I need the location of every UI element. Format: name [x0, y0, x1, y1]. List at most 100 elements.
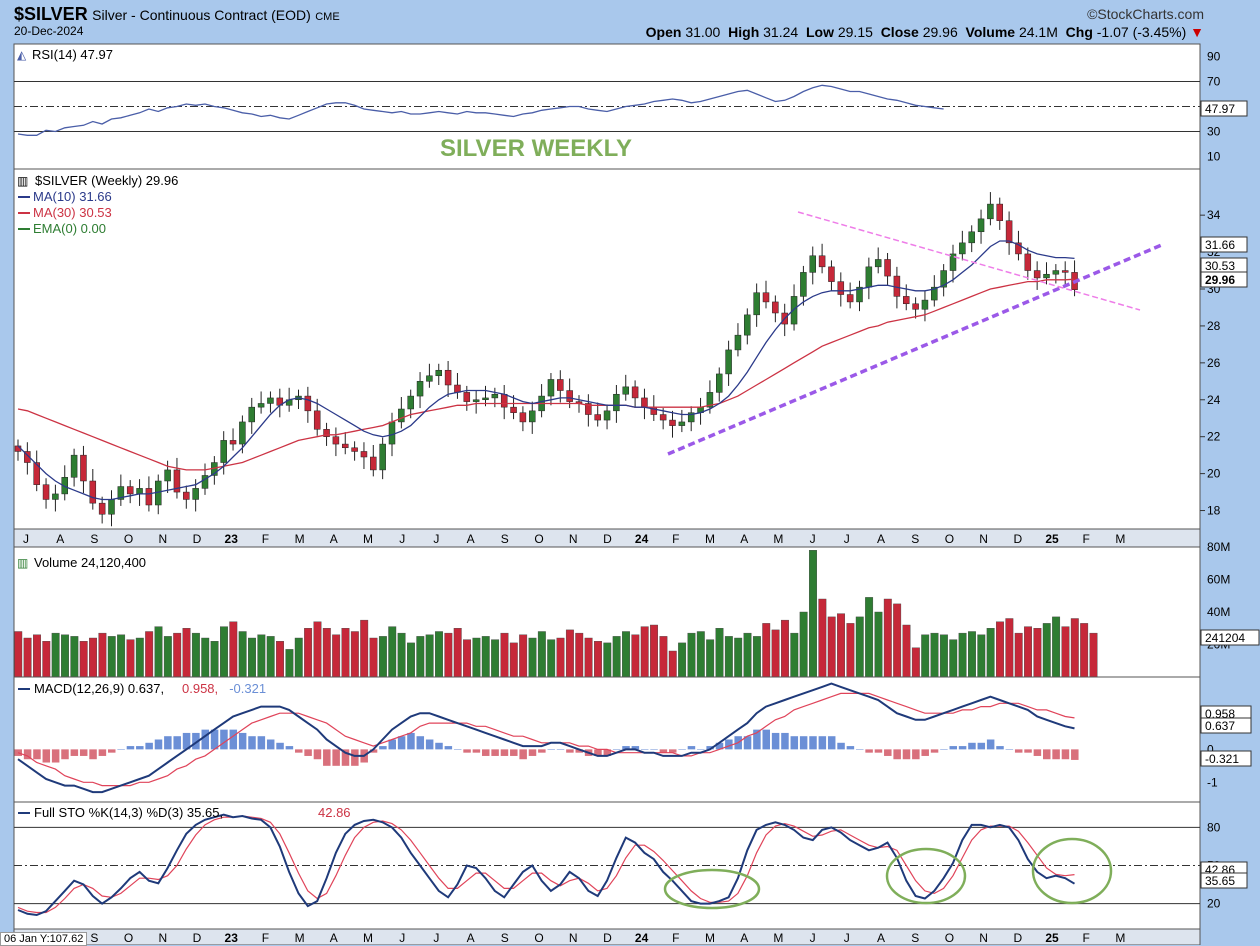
close-label: Close	[880, 24, 919, 40]
candle-up	[949, 253, 957, 271]
x-tick-label: A	[740, 532, 748, 546]
macd-value-box	[1200, 750, 1252, 767]
x-tick-label: O	[534, 532, 543, 546]
candle-down	[566, 390, 573, 402]
low-value: 29.15	[837, 24, 873, 40]
volume-bar	[472, 637, 481, 678]
sto-legend-entry: Full STO %K(14,3) %D(3) 35.65,	[34, 805, 223, 820]
candle-up	[529, 410, 536, 423]
macd-histogram-bar	[238, 732, 247, 750]
macd-histogram-bar	[790, 736, 799, 750]
volume-bar	[715, 628, 724, 678]
volume-bar	[126, 639, 135, 678]
volume-bar	[706, 639, 715, 678]
macd-histogram-bar	[444, 746, 453, 750]
x-tick-label-bottom: O	[945, 931, 954, 945]
macd-histogram-bar	[42, 749, 51, 763]
volume-bar	[407, 642, 415, 678]
candle-down	[98, 502, 106, 515]
candle-up	[192, 488, 199, 500]
macd-histogram-bar	[771, 732, 780, 750]
macd-histogram-bar	[594, 749, 602, 756]
x-tick-label-bottom: J	[433, 931, 439, 945]
macd-legend-entry: 0.958,	[182, 681, 218, 696]
volume-bar	[678, 642, 687, 678]
macd-histogram-bar	[98, 749, 107, 756]
x-tick-label: J	[23, 532, 29, 546]
macd-histogram-bar	[659, 749, 668, 753]
macd-histogram-bar	[117, 749, 125, 750]
macd-histogram-bar	[538, 749, 546, 753]
volume-bar	[930, 632, 939, 678]
x-tick-label-bottom: D	[1013, 931, 1022, 945]
macd-histogram-bar	[781, 732, 789, 750]
candle-down	[313, 410, 321, 430]
brand-watermark[interactable]: ©StockCharts.com	[1087, 6, 1204, 22]
macd-histogram-bar	[519, 749, 527, 760]
sto-value-label: 35.65	[1205, 874, 1235, 888]
volume-bar	[1042, 623, 1051, 678]
volume-bar	[687, 632, 696, 678]
candle-up	[706, 392, 714, 408]
volume-bar	[1061, 626, 1070, 678]
macd-tick-label: 0	[1207, 742, 1214, 756]
volume-bar	[631, 634, 640, 678]
candle-down	[1015, 242, 1022, 255]
highlight-circle	[1031, 837, 1113, 905]
volume-bar	[509, 642, 518, 678]
volume-bar	[79, 641, 88, 678]
candle-down	[837, 281, 845, 295]
macd-histogram-bar	[435, 742, 443, 750]
price-value-label: 29.96	[1205, 273, 1235, 287]
macd-histogram-bar	[566, 749, 574, 753]
x-tick-label: N	[979, 532, 988, 546]
candle-down	[444, 369, 452, 386]
macd-histogram-bar	[248, 736, 256, 750]
volume-bar	[837, 613, 845, 678]
chart-annotation: SILVER WEEKLY	[440, 135, 632, 162]
price-legend-entry: EMA(0) 0.00	[33, 221, 106, 236]
macd-histogram-bar	[1043, 749, 1051, 760]
volume-bar	[210, 641, 219, 678]
volume-bar	[734, 637, 743, 678]
volume-bar	[752, 636, 761, 678]
x-tick-label: J	[810, 532, 816, 546]
macd-histogram-bar	[182, 732, 191, 750]
volume-bar	[61, 634, 69, 678]
x-tick-label-bottom: 23	[225, 931, 239, 945]
x-tick-label-bottom: O	[534, 931, 543, 945]
volume-bar	[1052, 616, 1061, 678]
macd-histogram-bar	[61, 749, 69, 760]
x-tick-label: M	[705, 532, 715, 546]
volume-bar	[537, 631, 546, 678]
macd-histogram-bar	[631, 746, 640, 750]
volume-bar	[724, 636, 733, 678]
candle-up	[716, 373, 723, 393]
macd-histogram-bar	[612, 749, 621, 750]
exchange: CME	[315, 11, 340, 23]
volume-bar	[556, 637, 565, 678]
x-tick-label-bottom: J	[399, 931, 405, 945]
macd-histogram-bar	[79, 749, 88, 756]
candle-down	[557, 379, 564, 391]
macd-signal-line	[17, 692, 1075, 787]
macd-histogram-bar	[295, 749, 303, 753]
volume-bar	[762, 623, 771, 678]
sto-k-line	[17, 813, 1076, 917]
candle-down	[912, 303, 919, 310]
volume-bar	[388, 626, 397, 678]
macd-histogram-bar	[1033, 749, 1042, 756]
volume-bar	[444, 632, 453, 678]
volume-bar	[191, 632, 200, 678]
x-tick-label-bottom: 24	[635, 931, 649, 945]
candle-down	[342, 443, 349, 449]
x-tick-label-bottom: D	[603, 931, 612, 945]
macd-histogram-bar	[799, 736, 808, 750]
macd-histogram-bar	[304, 749, 312, 756]
highlight-circle	[885, 847, 967, 905]
candle-up	[622, 386, 629, 395]
price-value-label: 31.66	[1205, 238, 1235, 252]
macd-histogram-bar	[640, 749, 649, 750]
price-panel[interactable]	[13, 168, 1201, 530]
